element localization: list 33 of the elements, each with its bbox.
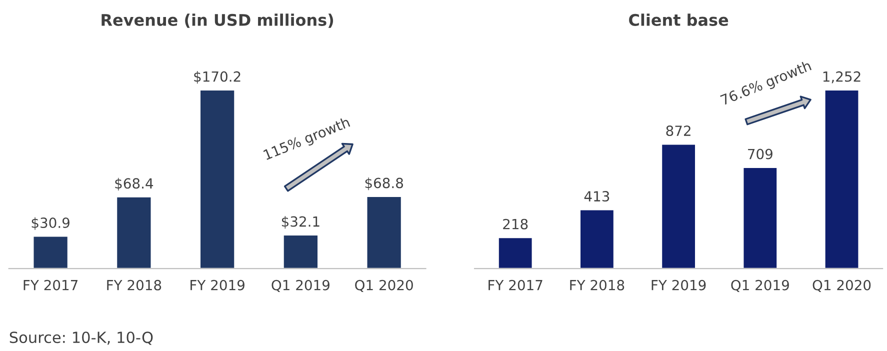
data-label: 413	[584, 191, 610, 202]
data-label: 709	[748, 148, 772, 160]
data-label: 1,252	[823, 71, 860, 84]
data-label: $68.8	[365, 177, 403, 190]
x-tick-label: FY 2018	[107, 280, 162, 290]
x-tick-label: FY 2017	[488, 280, 542, 290]
x-tick-label: Q1 2019	[272, 280, 330, 292]
bar	[660, 143, 696, 269]
x-tick-label: FY 2017	[24, 280, 78, 290]
data-label: $32.1	[282, 216, 320, 229]
x-tick-label: FY 2019	[190, 280, 244, 290]
data-label: $30.9	[32, 217, 70, 230]
data-label: 218	[503, 218, 528, 230]
chart-title: Client base	[629, 14, 728, 26]
bar	[32, 235, 69, 269]
bar	[742, 166, 778, 269]
x-tick-label: FY 2019	[652, 280, 706, 290]
bar	[199, 89, 236, 269]
x-tick-label: Q1 2020	[812, 280, 871, 292]
bar	[579, 208, 615, 269]
data-label: $170.2	[194, 71, 240, 84]
bar	[116, 196, 152, 269]
bar	[282, 234, 319, 269]
data-label: 872	[666, 126, 690, 136]
data-label: $68.4	[115, 178, 154, 191]
source-note: Source: 10-K, 10-Q	[10, 332, 153, 345]
x-tick-label: FY 2018	[570, 280, 624, 290]
chart-title: Revenue (in USD millions)	[102, 14, 334, 28]
x-tick-label: Q1 2020	[355, 280, 413, 292]
bar	[498, 236, 534, 269]
bar	[824, 89, 860, 269]
bar	[366, 196, 402, 269]
x-tick-label: Q1 2019	[731, 280, 789, 292]
